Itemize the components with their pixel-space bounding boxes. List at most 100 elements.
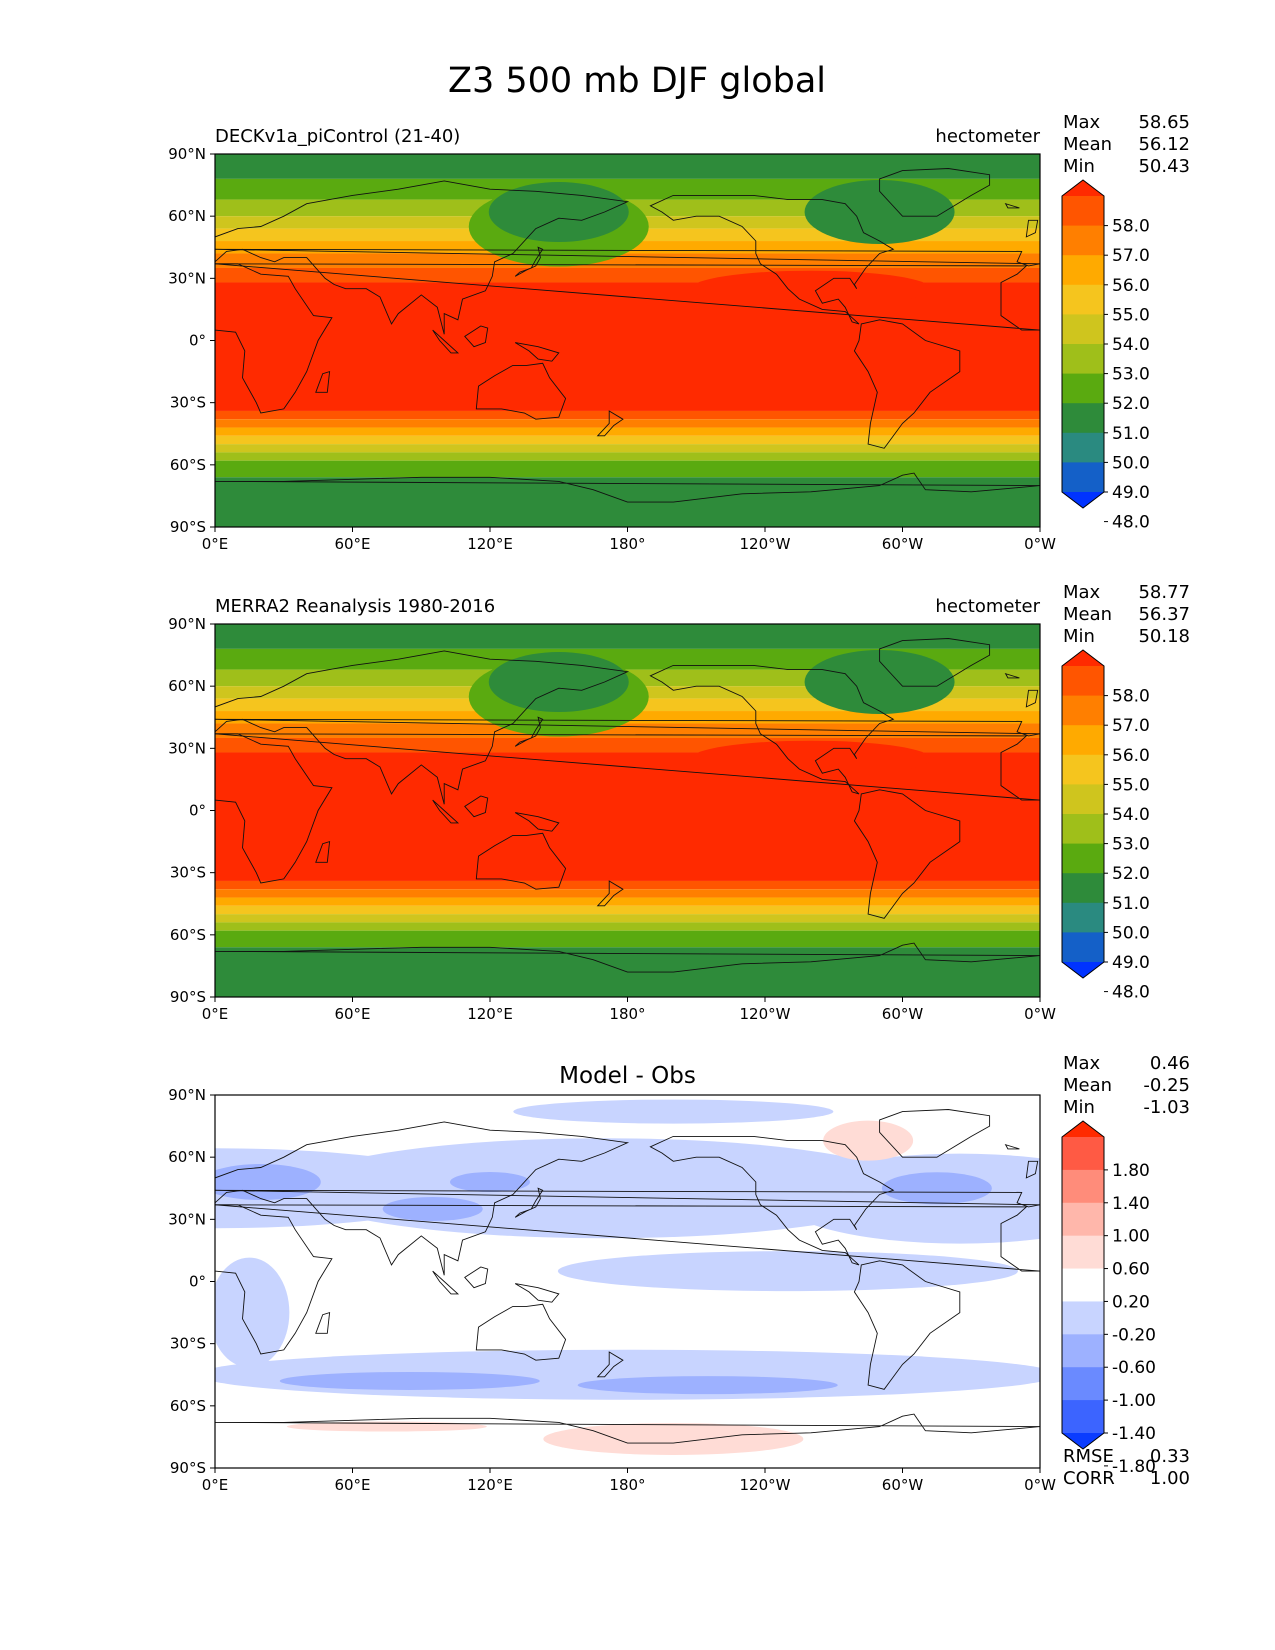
stat-label: Mean: [1063, 134, 1112, 155]
colorbar-label: 50.0: [1112, 923, 1150, 943]
anomaly-region: [450, 1172, 530, 1193]
colorbar-label: -1.40: [1112, 1424, 1156, 1444]
coastline: [464, 325, 489, 348]
coastline: [215, 180, 630, 335]
colorbar: 58.0 57.0 56.0 55.0 54.0 53.0 52.0 51.0 50.0 49.0…: [1061, 179, 1150, 533]
colorbar-segment: [1062, 1367, 1104, 1401]
lat-tick-label: 60°N: [168, 1148, 206, 1166]
map-field: [215, 624, 1040, 997]
lon-tick-label: 60°E: [334, 535, 370, 553]
anomaly-region: [215, 1164, 321, 1201]
contour-band: [215, 154, 1040, 179]
colorbar-segment: [1062, 1334, 1104, 1368]
coastline: [1004, 202, 1020, 209]
coastline: [879, 638, 991, 687]
lat-tick-label: 30°N: [168, 739, 206, 757]
metric-value: 0.33: [1150, 1446, 1190, 1467]
colorbar-label: 56.0: [1112, 746, 1150, 766]
coastline: [215, 733, 1040, 801]
contour-trough: [804, 180, 955, 245]
stat-label: Mean: [1063, 604, 1112, 625]
colorbar-extend-bottom: [1062, 1433, 1104, 1449]
lon-tick-label: 120°W: [740, 1005, 791, 1023]
contour-band: [215, 435, 1040, 445]
lon-tick-label: 0°W: [1024, 1476, 1056, 1494]
stat-value: -1.03: [1143, 1097, 1190, 1118]
stat-value: 56.37: [1138, 604, 1190, 625]
coastline: [464, 795, 489, 818]
coastline: [514, 716, 544, 747]
lat-tick-label: 60°N: [168, 207, 206, 225]
contour-band: [215, 460, 1040, 478]
stat-label: Max: [1063, 582, 1101, 603]
colorbar-label: 58.0: [1112, 217, 1150, 237]
anomaly-region: [577, 1376, 838, 1395]
colorbar-label: 1.40: [1112, 1194, 1150, 1214]
coastline: [879, 1109, 991, 1158]
colorbar-label: 50.0: [1112, 453, 1150, 473]
lon-tick-label: 120°E: [467, 535, 513, 553]
lon-tick-label: 180°: [609, 535, 645, 553]
lat-tick-label: 30°S: [170, 864, 206, 882]
panel-test: 0°E 60°E 120°E 180° 120°W 60°W 0°W 90°N 60°N 30°N…: [168, 112, 1190, 553]
colorbar-label: 49.0: [1112, 483, 1150, 503]
colorbar-extend-bottom: [1062, 962, 1104, 978]
colorbar-segment: [1062, 754, 1104, 785]
panel-center-title: Model - Obs: [559, 1063, 696, 1089]
panel-units: hectometer: [935, 596, 1040, 617]
anomaly-region: [279, 1371, 540, 1390]
colorbar-label: 56.0: [1112, 276, 1150, 296]
contour-band: [215, 922, 1040, 931]
colorbar-label: 54.0: [1112, 335, 1150, 355]
coastline: [475, 832, 567, 890]
colorbar-segment: [1062, 784, 1104, 815]
metric-label: CORR: [1063, 1468, 1115, 1489]
colorbar-label: 0.20: [1112, 1292, 1150, 1312]
contour-ridge: [690, 740, 931, 777]
coastline: [215, 650, 630, 805]
stat-value: 56.12: [1138, 134, 1190, 155]
coastline: [215, 1413, 1040, 1444]
map-field: [215, 1095, 1040, 1468]
coastline: [1025, 1160, 1039, 1179]
colorbar-label: 49.0: [1112, 953, 1150, 973]
anomaly-region: [382, 1196, 483, 1221]
stat-value: 50.43: [1138, 156, 1190, 177]
coastline: [879, 168, 991, 217]
stat-label: Min: [1063, 1097, 1095, 1118]
lon-tick-label: 60°W: [882, 1005, 924, 1023]
lat-tick-label: 0°: [189, 802, 206, 820]
coastline: [475, 1303, 567, 1361]
lat-tick-label: 30°S: [170, 1335, 206, 1353]
contour-band: [215, 930, 1040, 948]
lat-tick-label: 90°N: [168, 145, 206, 163]
lat-tick-label: 30°N: [168, 1210, 206, 1228]
lon-tick-label: 120°W: [740, 1476, 791, 1494]
panel-left-title: DECKv1a_piControl (21-40): [215, 126, 460, 147]
colorbar-segment: [1062, 1235, 1104, 1270]
colorbar-label: 53.0: [1112, 365, 1150, 385]
coastline: [514, 1187, 544, 1218]
stat-value: 50.18: [1138, 626, 1190, 647]
lon-tick-label: 60°W: [882, 1476, 924, 1494]
contour-band: [215, 914, 1040, 923]
lat-tick-label: 60°S: [170, 456, 206, 474]
colorbar-label: 1.00: [1112, 1227, 1150, 1247]
anomaly-region: [513, 1099, 834, 1124]
colorbar-segment: [1062, 695, 1104, 726]
stat-value: 0.46: [1150, 1053, 1190, 1074]
lon-tick-label: 0°E: [202, 1005, 229, 1023]
lon-tick-label: 60°E: [334, 1476, 370, 1494]
colorbar-label: 55.0: [1112, 305, 1150, 325]
colorbar-segment: [1062, 1400, 1104, 1434]
stat-label: Max: [1063, 112, 1101, 133]
colorbar-segment: [1062, 932, 1104, 963]
colorbar-label: 1.80: [1112, 1161, 1150, 1181]
colorbar-label: 55.0: [1112, 775, 1150, 795]
colorbar-segment: [1062, 284, 1104, 315]
lon-tick-label: 60°E: [334, 1005, 370, 1023]
anomaly-region: [543, 1422, 804, 1455]
coastline: [514, 1283, 560, 1303]
colorbar-label: 57.0: [1112, 716, 1150, 736]
